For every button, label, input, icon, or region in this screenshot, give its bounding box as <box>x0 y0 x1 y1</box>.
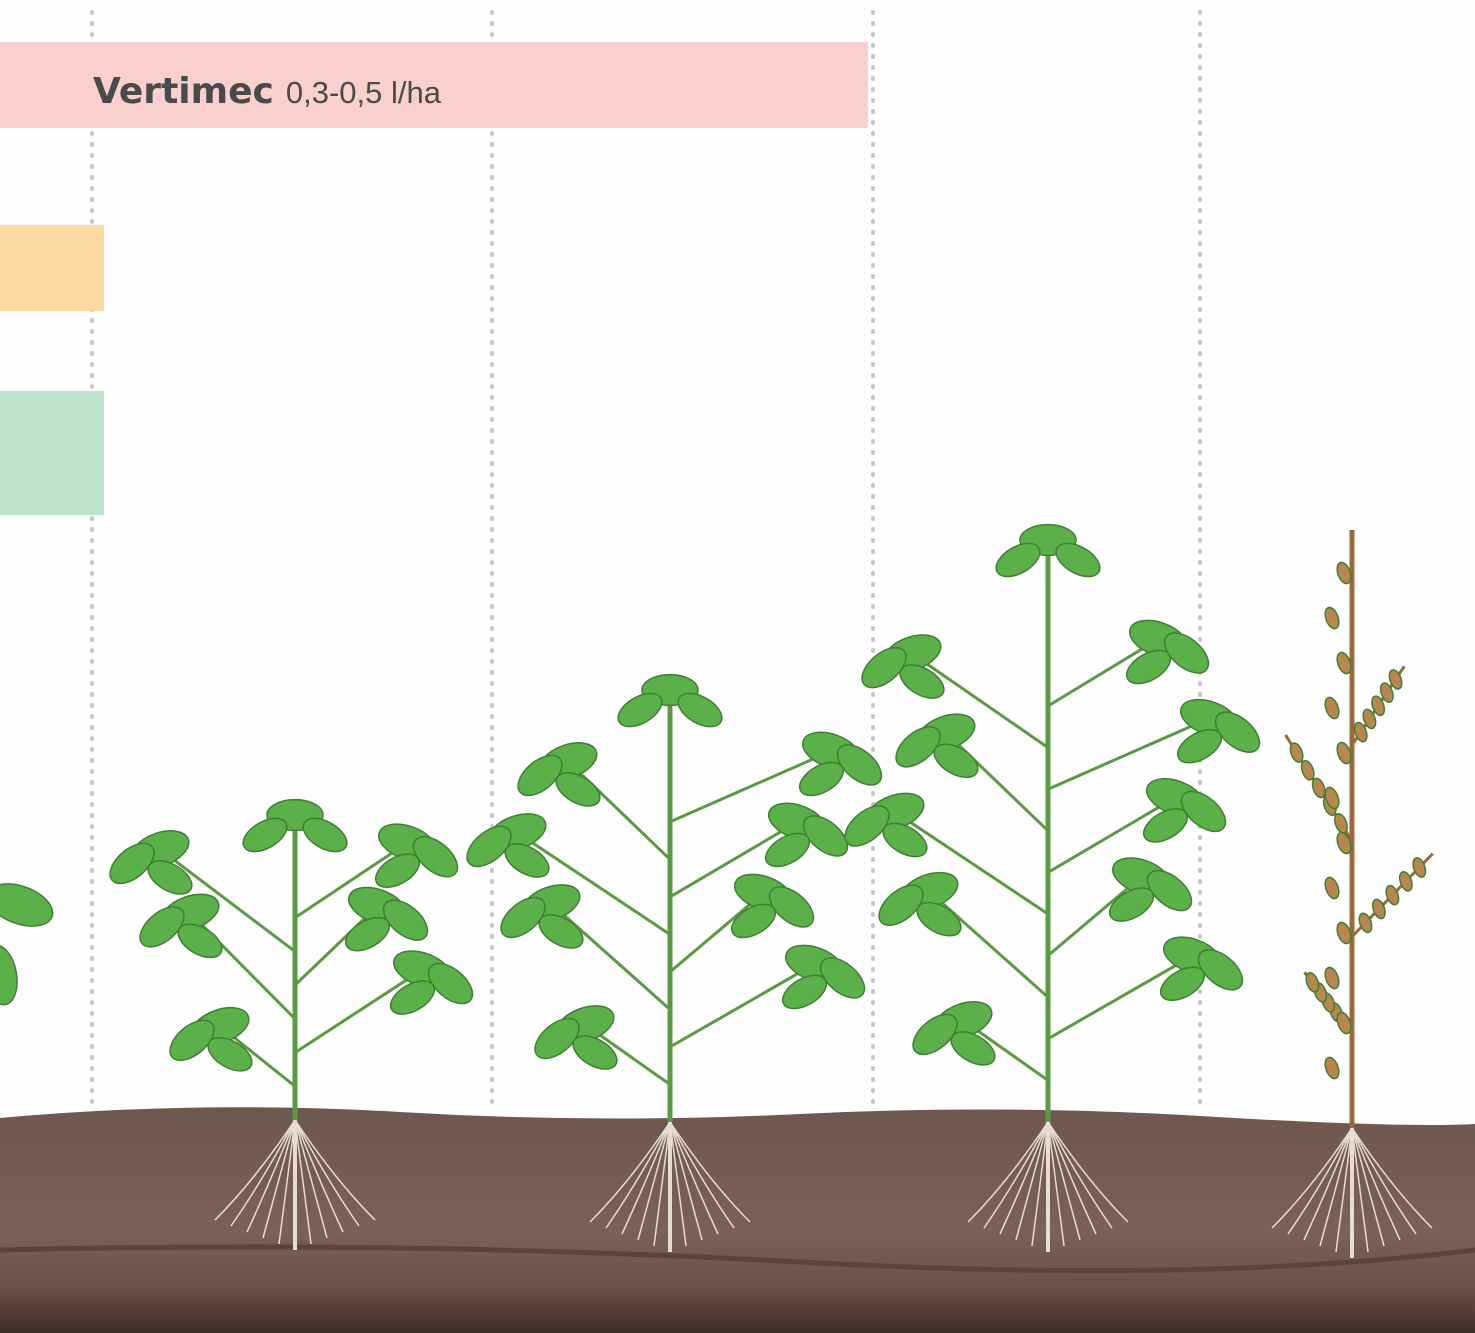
green-band <box>0 391 104 515</box>
soil <box>0 1107 1475 1333</box>
product-name-text: Vertimec <box>93 71 274 112</box>
product-name: Vertimec 0,3-0,5 l/ha <box>93 71 442 112</box>
orange-band <box>0 225 104 311</box>
growth-stage-illustration: Vertimec 0,3-0,5 l/ha <box>0 0 1475 1333</box>
dose-text: 0,3-0,5 l/ha <box>286 75 442 110</box>
